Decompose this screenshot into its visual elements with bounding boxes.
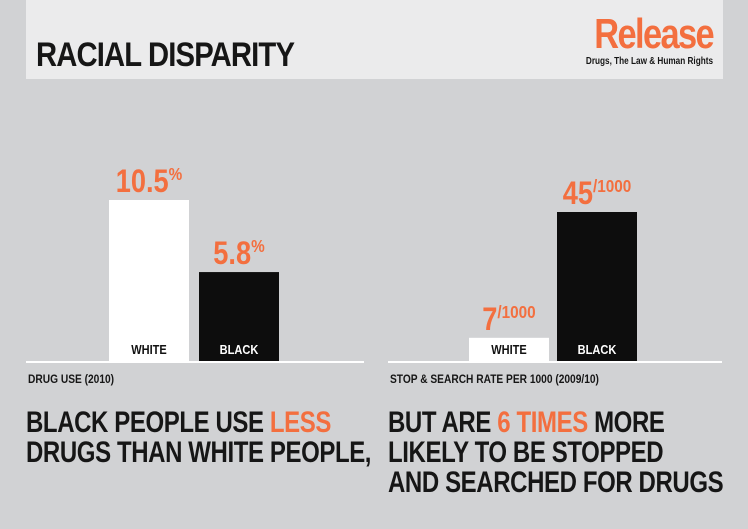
- bar-category-label-1-0: WHITE: [491, 342, 527, 357]
- logo-wordmark: Release: [594, 10, 714, 57]
- right-statement-line2: LIKELY TO BE STOPPED: [388, 436, 664, 469]
- bar-value-label-0-1: 5.8%: [213, 236, 265, 272]
- bar-1-1: [557, 212, 637, 361]
- page-title: RACIAL DISPARITY: [36, 36, 295, 74]
- right-statement-line3: AND SEARCHED FOR DRUGS: [388, 466, 724, 499]
- bar-category-label-0-1: BLACK: [220, 342, 259, 357]
- bar-value-label-0-0: 10.5%: [116, 164, 183, 200]
- bar-category-label-0-0: WHITE: [131, 342, 167, 357]
- bar-value-label-1-0: 7/1000: [482, 302, 535, 338]
- x-axis-title-0: DRUG USE (2010): [28, 373, 114, 386]
- logo-tagline: Drugs, The Law & Human Rights: [585, 56, 713, 67]
- right-statement: BUT ARE 6 TIMES MORE LIKELY TO BE STOPPE…: [388, 406, 724, 499]
- right-statement-line1: BUT ARE 6 TIMES MORE: [388, 406, 665, 439]
- bar-0-0: [109, 200, 189, 361]
- left-highlight: LESS: [269, 406, 331, 439]
- release-logo: Release Drugs, The Law & Human Rights: [558, 10, 715, 68]
- left-statement-line1: BLACK PEOPLE USE LESS: [26, 406, 331, 439]
- left-statement-line2: DRUGS THAN WHITE PEOPLE,: [26, 436, 372, 469]
- left-statement: BLACK PEOPLE USE LESS DRUGS THAN WHITE P…: [26, 408, 371, 468]
- bar-1-0: [469, 337, 549, 361]
- bar-value-label-1-1: 45/1000: [563, 176, 632, 212]
- bar-0-1: [199, 272, 279, 361]
- header-banner: RACIAL DISPARITY Release Drugs, The Law …: [26, 0, 723, 79]
- x-axis-title-1: STOP & SEARCH RATE PER 1000 (2009/10): [390, 373, 599, 386]
- bar-category-label-1-1: BLACK: [578, 342, 617, 357]
- right-highlight: 6 TIMES: [497, 406, 588, 439]
